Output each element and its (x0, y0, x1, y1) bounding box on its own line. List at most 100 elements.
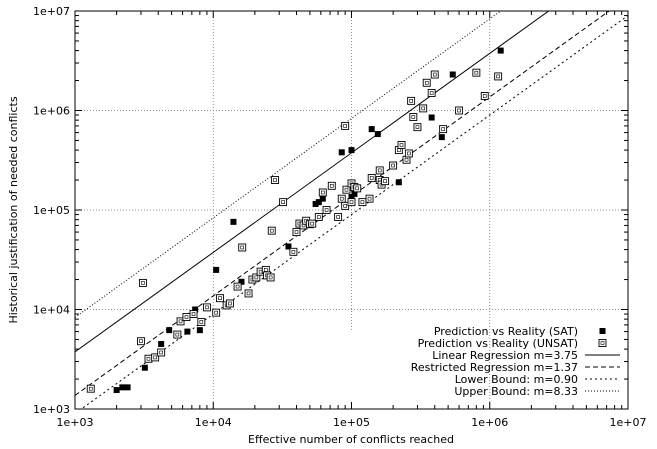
sat-point (348, 194, 355, 201)
legend-label: Prediction vs Reality (UNSAT) (418, 337, 578, 350)
unsat-point (225, 299, 234, 308)
unsat-point (271, 176, 280, 184)
unsat-point (289, 247, 298, 256)
unsat-point (407, 96, 416, 105)
unsat-point (422, 78, 431, 87)
unsat-point (138, 278, 147, 287)
legend-label: Lower Bound: m=0.90 (455, 373, 578, 386)
unsat-point (409, 113, 418, 121)
unsat-point (238, 243, 247, 252)
unsat-point (308, 219, 317, 228)
unsat-point (144, 354, 153, 363)
unsat-point (252, 273, 261, 282)
unsat-point (244, 289, 253, 298)
sat-point (351, 190, 358, 197)
unsat-point (347, 198, 356, 207)
unsat-point (151, 353, 160, 362)
sat-point (315, 199, 322, 206)
unsat-point (292, 228, 301, 237)
sat-point (395, 179, 402, 186)
unsat-point (353, 184, 362, 193)
x-tick-label: 1e+03 (57, 416, 94, 429)
sat-point (113, 387, 120, 394)
unsat-point (341, 121, 350, 130)
unsat-point (327, 181, 336, 190)
x-tick-label: 1e+07 (610, 416, 647, 429)
unsat-point (358, 198, 367, 207)
unsat-point (367, 173, 376, 182)
series-line (80, 15, 628, 409)
unsat-point (279, 198, 288, 207)
sat-point (158, 341, 165, 348)
sat-point (374, 131, 381, 138)
unsat-point (202, 303, 211, 312)
grid (75, 11, 628, 409)
legend-label: Linear Regression m=3.75 (432, 349, 578, 362)
sat-point (368, 126, 375, 133)
axis-ticks: 1e+03 1e+04 1e+05 1e+06 1e+07 1e+03 1e+04 1e+05… (33, 5, 646, 429)
x-tick-label: 1e+05 (333, 416, 370, 429)
sat-point (338, 149, 345, 156)
unsat-point (173, 330, 182, 339)
sat-point (348, 147, 355, 154)
unsat-point (494, 72, 503, 81)
unsat-point (318, 188, 327, 197)
sat-point (192, 306, 199, 313)
sat-point (449, 71, 456, 78)
unsat-point (365, 194, 374, 203)
unsat-point (322, 206, 331, 214)
y-tick-label: 1e+03 (33, 403, 70, 416)
sat-point (119, 384, 126, 391)
sat-point (230, 218, 237, 225)
unsat-point (267, 226, 276, 235)
series-line (75, 11, 501, 318)
data-points (86, 47, 504, 394)
unsat-point (157, 348, 166, 357)
unsat-point (189, 310, 198, 319)
unsat-point (427, 89, 436, 97)
unsat-point (197, 317, 206, 326)
unsat-point (266, 273, 275, 282)
unsat-point (233, 282, 242, 291)
sat-point (312, 200, 319, 207)
y-axis-title: Historical justification of needed confl… (7, 96, 20, 323)
unsat-point (389, 161, 398, 170)
sat-point (184, 328, 191, 335)
sat-point (213, 266, 220, 273)
unsat-point (413, 123, 422, 132)
x-axis-title: Effective number of conflicts reached (248, 433, 454, 446)
series-line (75, 11, 550, 353)
unsat-point (430, 70, 439, 79)
y-tick-label: 1e+05 (33, 204, 70, 217)
unsat-point (439, 125, 448, 134)
sat-point (124, 384, 131, 391)
sat-point (141, 364, 148, 371)
sat-point (196, 327, 203, 334)
unsat-point (137, 337, 145, 346)
legend-label: Restricted Regression m=1.37 (411, 361, 578, 374)
legend: Prediction vs Reality (SAT)Prediction vs… (411, 325, 620, 398)
sat-point (285, 243, 292, 250)
unsat-point (397, 141, 406, 149)
legend-label: Upper Bound: m=8.33 (454, 385, 578, 398)
unsat-point (404, 149, 413, 158)
x-tick-label: 1e+06 (471, 416, 508, 429)
unsat-point (337, 194, 346, 203)
unsat-point (212, 308, 221, 317)
unsat-point (472, 68, 481, 77)
unsat-point (176, 317, 185, 326)
legend-label: Prediction vs Reality (SAT) (434, 325, 578, 338)
unsat-point (86, 384, 95, 393)
sat-point (238, 278, 245, 285)
unsat-point (334, 213, 343, 221)
unsat-point (419, 104, 428, 113)
unsat-point (381, 177, 390, 186)
unsat-point (455, 106, 464, 115)
sat-point (497, 47, 504, 54)
unsat-point (480, 92, 489, 100)
sat-point (319, 195, 326, 202)
unsat-point (375, 166, 384, 175)
unsat-point (182, 313, 191, 321)
x-tick-label: 1e+04 (195, 416, 232, 429)
